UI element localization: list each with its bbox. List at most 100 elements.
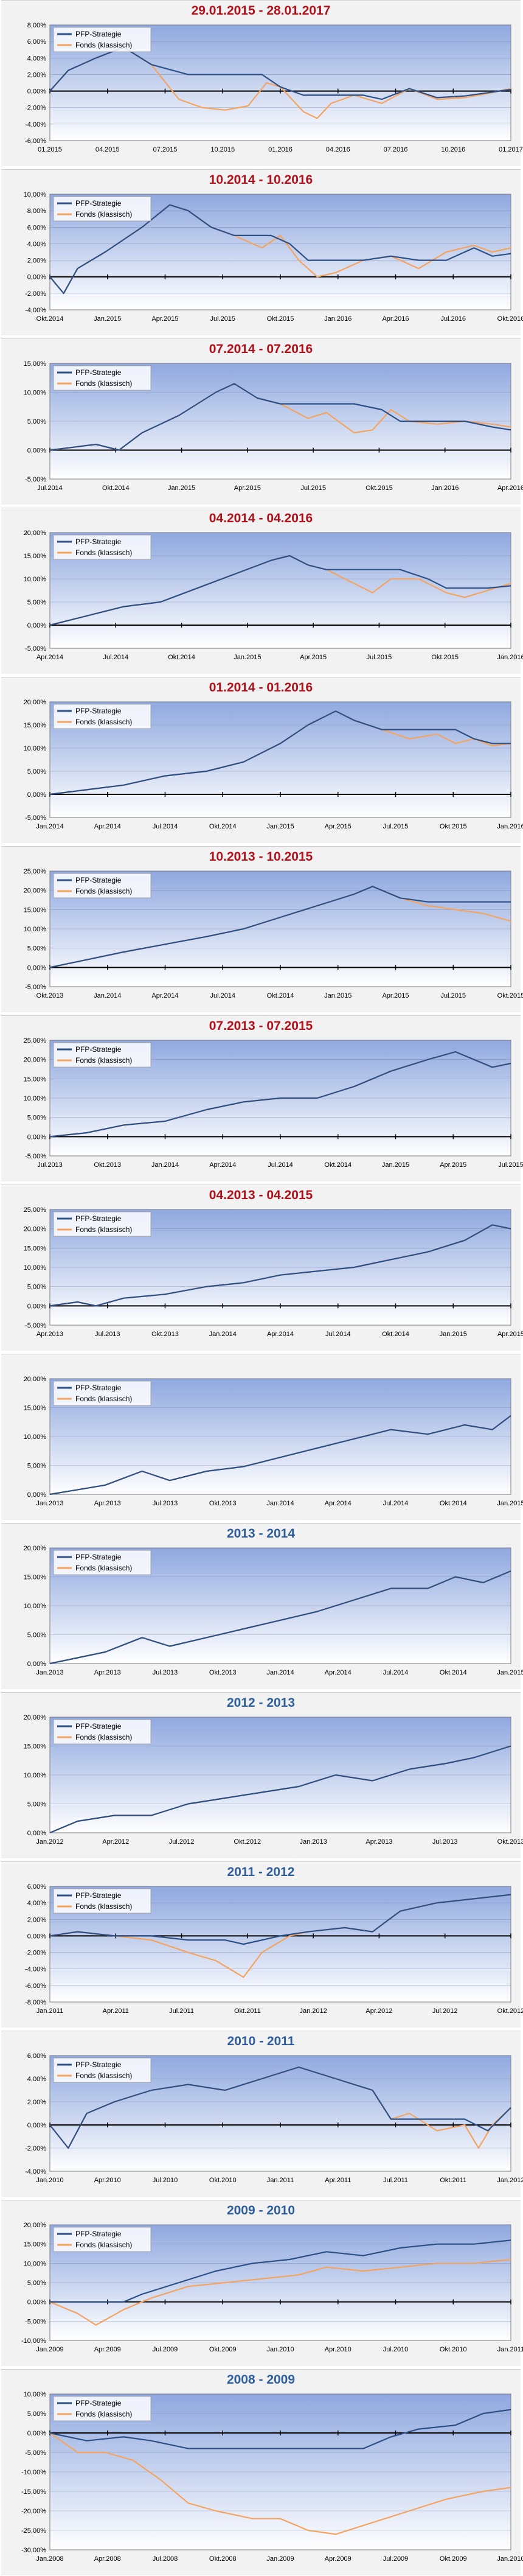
x-tick-label: Okt.2012 — [234, 1838, 262, 1846]
legend: PFP-Strategie Fonds (klassisch) — [53, 27, 151, 52]
y-tick-label: 5,00% — [27, 1115, 46, 1122]
chart-panel: 04.2014 - 04.2016 -5,00% 0,00% 5,00% 10,00% 1… — [1, 508, 523, 674]
series-line-strategy — [49, 886, 511, 968]
legend-label-strategy: PFP-Strategie — [75, 2230, 122, 2238]
chart-panel: 2010 - 2011 -4,00% -2,00% 0,00% 2,00% 4,00% 6,… — [1, 2031, 523, 2197]
x-tick-label: Jul.2012 — [169, 1838, 195, 1846]
chart-title: 2009 - 2010 — [226, 2203, 296, 2217]
x-tick-label: Jul.2014 — [268, 1161, 293, 1169]
y-tick-label: 15,00% — [24, 360, 47, 368]
x-tick-label: Jul.2014 — [325, 1331, 351, 1338]
x-tick-label: Apr.2015 — [325, 823, 352, 830]
line-chart: -5,00% 0,00% 5,00% 10,00% 15,00% 20,00% Jan.20… — [24, 699, 523, 830]
x-tick-label: Jan.2015 — [234, 654, 261, 661]
y-tick-label: 15,00% — [24, 906, 47, 914]
chart-title: 10.2013 - 10.2015 — [209, 850, 313, 864]
legend-label-fund: Fonds (klassisch) — [75, 2241, 132, 2249]
series-line-strategy — [50, 2239, 511, 2303]
chart-panel: 2009 - 2010 -10,00% -5,00% 0,00% 5,00% 10,00%… — [1, 2200, 523, 2366]
x-tick-label: Jan.2010 — [266, 2346, 294, 2353]
y-tick-label: 20,00% — [24, 2222, 47, 2229]
x-tick-label: Apr.2011 — [325, 2177, 351, 2184]
x-tick-label: Jul.2015 — [300, 485, 326, 492]
series-line-fund — [49, 2258, 511, 2326]
x-tick-label: Apr.2014 — [267, 1331, 294, 1338]
series-line-strategy — [49, 204, 511, 294]
y-tick-label: 5,00% — [27, 1284, 46, 1291]
x-tick-label: Okt.2012 — [497, 2007, 523, 2015]
x-tick-label: Apr.2012 — [102, 1838, 129, 1846]
y-tick-label: 10,00% — [24, 1772, 47, 1779]
y-tick-label: 2,00% — [27, 71, 46, 79]
x-tick-label: Okt.2008 — [209, 2555, 237, 2563]
x-tick-label: 04.2015 — [95, 146, 120, 153]
x-tick-label: Jan.2015 — [266, 823, 294, 830]
y-tick-label: 0,00% — [27, 1303, 46, 1310]
x-tick-label: Okt.2013 — [209, 1500, 237, 1507]
x-tick-label: Okt.2011 — [440, 2177, 466, 2184]
x-tick-label: 07.2015 — [153, 146, 178, 153]
x-tick-label: Jan.2015 — [382, 1161, 409, 1169]
y-tick-label: 10,00% — [24, 2391, 47, 2398]
legend-label-strategy: PFP-Strategie — [75, 2060, 122, 2069]
chart-title: 01.2014 - 01.2016 — [209, 681, 313, 695]
series-line-strategy — [49, 1051, 511, 1138]
x-tick-label: Apr.2014 — [325, 1500, 352, 1507]
line-chart: -8,00% -6,00% -4,00% -2,00% 0,00% 2,00% 4,00% 6… — [25, 1883, 523, 2015]
chart-title: 2010 - 2011 — [227, 2034, 295, 2048]
x-tick-label: 04.2016 — [326, 146, 350, 153]
x-tick-label: Apr.2014 — [209, 1161, 236, 1169]
legend: PFP-Strategie Fonds (klassisch) — [53, 365, 151, 391]
legend-box — [53, 873, 151, 898]
x-tick-label: Jul.2016 — [440, 315, 466, 323]
legend: PFP-Strategie Fonds (klassisch) — [53, 1888, 151, 1914]
x-tick-label: Apr.2013 — [36, 1331, 63, 1338]
x-tick-label: Apr.2015 — [151, 315, 178, 323]
x-tick-label: Jan.2014 — [36, 823, 63, 830]
legend-box — [53, 704, 151, 729]
chart-panel: 2013 - 2014 0,00% 5,00% 10,00% 15,00% 20,00% J… — [1, 1523, 523, 1689]
x-tick-label: Jul.2010 — [153, 2177, 178, 2184]
y-tick-label: 6,00% — [27, 224, 46, 231]
x-tick-label: Apr.2014 — [325, 1669, 352, 1676]
x-tick-label: Jul.2014 — [103, 654, 128, 661]
x-tick-label: Jul.2010 — [383, 2346, 409, 2353]
x-tick-label: Okt.2016 — [497, 315, 523, 323]
x-tick-label: 10.2015 — [210, 146, 235, 153]
y-tick-label: 0,00% — [27, 2299, 46, 2306]
y-tick-label: 25,00% — [24, 1037, 47, 1045]
x-tick-label: Jan.2013 — [36, 1500, 63, 1507]
legend-label-strategy: PFP-Strategie — [75, 1553, 122, 1561]
chart-panel: 07.2013 - 07.2015 -5,00% 0,00% 5,00% 10,00% 1… — [1, 1015, 523, 1181]
chart-title: 2012 - 2013 — [226, 1696, 296, 1710]
legend-label-strategy: PFP-Strategie — [75, 1384, 122, 1392]
x-tick-label: Jul.2011 — [383, 2177, 408, 2184]
legend-box — [53, 1381, 151, 1406]
x-tick-label: 01.2016 — [268, 146, 293, 153]
chart-panel: 29.01.2015 - 28.01.2017 -6,00% -4,00% -2,00… — [1, 0, 523, 166]
x-tick-label: Okt.2015 — [431, 654, 459, 661]
x-tick-label: Apr.2015 — [497, 1331, 523, 1338]
x-tick-label: Okt.2013 — [94, 1161, 121, 1169]
legend-label-strategy: PFP-Strategie — [75, 30, 122, 38]
x-tick-label: Jan.2010 — [36, 2177, 63, 2184]
line-chart: -5,00% 0,00% 5,00% 10,00% 15,00% 20,00% 25,00%… — [24, 1206, 523, 1338]
legend-label-strategy: PFP-Strategie — [75, 537, 122, 546]
x-tick-label: Okt.2013 — [151, 1331, 179, 1338]
chart-title: 2011 - 2012 — [227, 1865, 295, 1879]
x-tick-label: Okt.2009 — [440, 2555, 467, 2563]
x-tick-label: Jan.2008 — [36, 2555, 63, 2563]
legend: PFP-Strategie Fonds (klassisch) — [53, 1719, 151, 1745]
y-tick-label: 10,00% — [24, 1095, 47, 1102]
legend: PFP-Strategie Fonds (klassisch) — [53, 2057, 151, 2083]
x-tick-label: Okt.2014 — [382, 1331, 409, 1338]
y-tick-label: 4,00% — [27, 1900, 46, 1907]
y-tick-label: 25,00% — [24, 868, 47, 875]
line-chart: -30,00% -25,00% -20,00% -15,00% -10,00% -5,00… — [21, 2391, 523, 2563]
y-tick-label: 20,00% — [24, 1545, 47, 1552]
y-tick-label: -4,00% — [25, 307, 46, 314]
y-tick-label: 2,00% — [27, 1916, 46, 1923]
legend-label-strategy: PFP-Strategie — [75, 2399, 122, 2407]
chart-panel: 0,00% 5,00% 10,00% 15,00% 20,00% Jan.2013 Apr.… — [1, 1354, 523, 1520]
x-tick-label: 10.2016 — [441, 146, 465, 153]
